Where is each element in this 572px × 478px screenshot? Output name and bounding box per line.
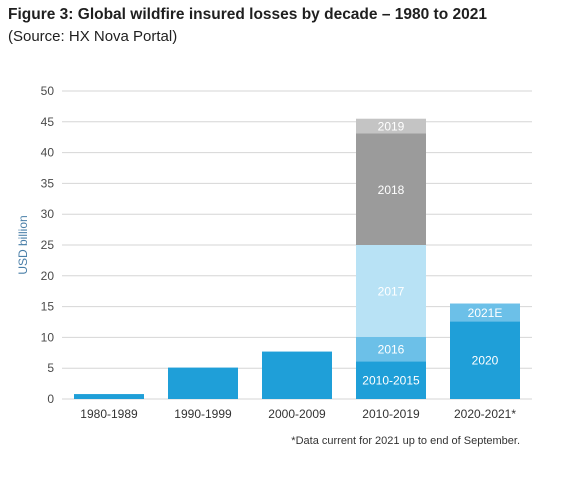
- y-tick-label: 30: [41, 207, 55, 221]
- bar-segment: [356, 336, 426, 362]
- segment-label: 2017: [378, 284, 405, 298]
- y-tick-label: 40: [41, 146, 55, 160]
- y-tick-label: 50: [41, 84, 55, 98]
- chart-subtitle: (Source: HX Nova Portal): [8, 28, 178, 45]
- segment-label: 2016: [378, 343, 405, 357]
- y-tick-label: 10: [41, 330, 55, 344]
- segment-label: 2020: [472, 354, 499, 368]
- bar-segment: [450, 321, 520, 399]
- x-tick-label: 1990-1999: [174, 407, 232, 421]
- bar-segment: [356, 361, 426, 399]
- bar-segment: [356, 118, 426, 134]
- footnote: *Data current for 2021 up to end of Sept…: [291, 435, 520, 447]
- segment-label: 2019: [378, 120, 405, 134]
- bar-segment: [262, 351, 332, 399]
- x-tick-label: 2000-2009: [268, 407, 326, 421]
- y-tick-label: 20: [41, 269, 55, 283]
- bar-segment: [450, 303, 520, 322]
- x-tick-label: 1980-1989: [80, 407, 138, 421]
- y-tick-label: 5: [47, 361, 54, 375]
- y-tick-label: 45: [41, 115, 55, 129]
- bar-segment: [168, 367, 238, 399]
- segment-label: 2010-2015: [362, 374, 420, 388]
- y-tick-label: 0: [47, 392, 54, 406]
- segment-label: 2021E: [468, 306, 503, 320]
- x-tick-label: 2010-2019: [362, 407, 420, 421]
- y-tick-label: 25: [41, 238, 55, 252]
- bar-segment: [74, 394, 144, 399]
- bar-segment: [356, 133, 426, 245]
- y-axis-label: USD billion: [16, 215, 30, 274]
- bar-segment: [356, 245, 426, 337]
- x-tick-label: 2020-2021*: [454, 407, 516, 421]
- chart-title: Figure 3: Global wildfire insured losses…: [8, 6, 487, 23]
- y-tick-label: 35: [41, 176, 55, 190]
- segment-label: 2018: [378, 183, 405, 197]
- y-tick-label: 15: [41, 300, 55, 314]
